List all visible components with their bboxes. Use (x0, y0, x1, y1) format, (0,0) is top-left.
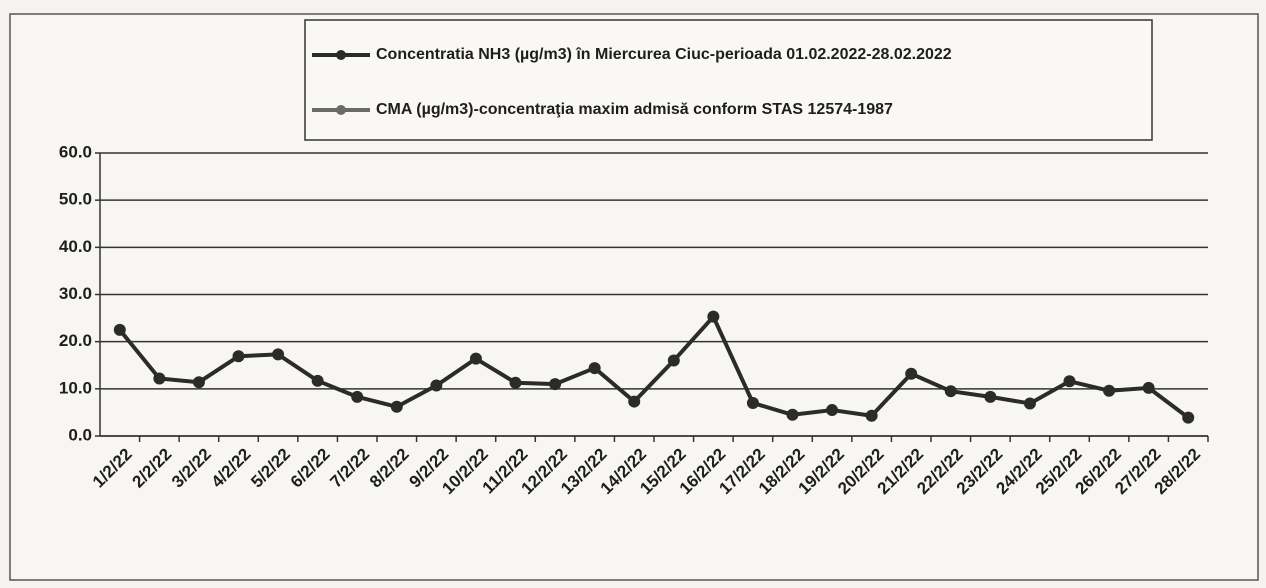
data-point (1063, 375, 1076, 388)
data-point (628, 395, 641, 408)
data-point (944, 385, 957, 398)
legend-label: CMA (µg/m3)-concentraţia maxim admisă co… (376, 101, 893, 118)
data-point (707, 310, 720, 323)
data-point (1182, 411, 1195, 424)
y-tick-label: 50.0 (59, 190, 92, 209)
data-point (905, 367, 918, 380)
data-point (588, 362, 601, 375)
y-tick-label: 60.0 (59, 142, 92, 161)
data-point (469, 352, 482, 365)
data-point (984, 390, 997, 403)
data-point (153, 372, 166, 385)
series-line (118, 314, 1190, 420)
legend-box (304, 19, 1153, 141)
data-point (746, 396, 759, 409)
legend-marker (336, 105, 346, 115)
data-point (272, 348, 285, 361)
data-point (549, 378, 562, 391)
data-point (1103, 384, 1116, 397)
legend-label: Concentratia NH3 (µg/m3) în Miercurea Ci… (376, 46, 952, 63)
data-point (390, 400, 403, 413)
data-point (826, 404, 839, 417)
data-point (351, 390, 364, 403)
data-point (1142, 381, 1155, 394)
data-point (430, 379, 443, 392)
data-point (786, 408, 799, 421)
y-tick-label: 20.0 (59, 331, 92, 350)
y-tick-label: 40.0 (59, 237, 92, 256)
data-point (865, 409, 878, 422)
legend-marker (336, 50, 346, 60)
y-tick-label: 10.0 (59, 378, 92, 397)
data-point (1023, 397, 1036, 410)
y-tick-label: 0.0 (68, 425, 92, 444)
data-point (232, 350, 245, 363)
y-tick-label: 30.0 (59, 284, 92, 303)
data-point (667, 354, 680, 367)
data-point (311, 374, 324, 387)
data-point (113, 323, 126, 336)
data-point (192, 376, 205, 389)
data-point (509, 376, 522, 389)
